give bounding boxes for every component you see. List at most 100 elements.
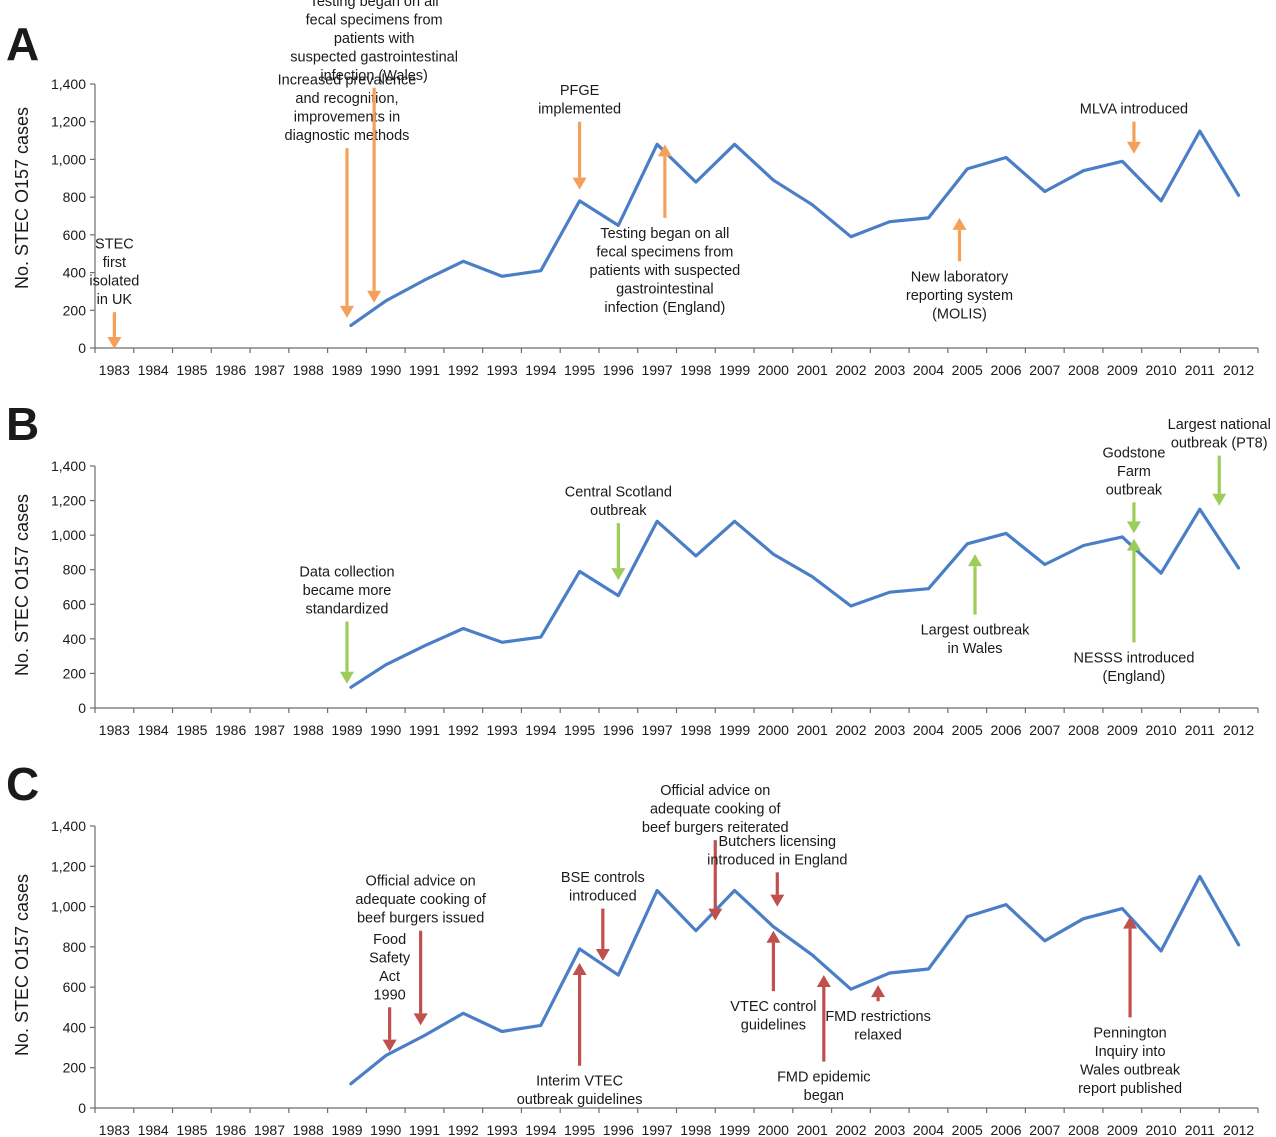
annotation-text: FMD epidemic began [777,1070,870,1105]
annotation-text-line: relaxed [854,1028,902,1044]
panel-c-letter: C [6,758,39,810]
annotation-text-line: NESSS introduced [1073,650,1194,666]
annotation-text-line: in UK [97,292,133,308]
panel-c-annotation: Pennington Inquiry into Wales outbreak repo… [1078,916,1182,1097]
x-tick-label: 2006 [990,1122,1021,1137]
x-tick-label: 2007 [1029,1122,1060,1137]
annotation-text-line: (MOLIS) [932,306,987,322]
x-tick-label: 2004 [913,1122,944,1137]
annotation-text-line: outbreak guidelines [517,1092,643,1108]
x-tick-label: 2002 [835,722,866,738]
x-tick-label: 1983 [99,362,130,378]
panel-a-annotations: STEC first isolated in UK Increased prevalen… [89,0,1188,349]
x-tick-label: 2000 [758,362,789,378]
y-tick-label: 400 [63,1019,87,1035]
annotation-text-line: 1990 [373,987,405,1003]
x-tick-label: 2005 [952,722,983,738]
annotation-text-line: PFGE [560,83,600,99]
x-tick-label: 2003 [874,722,905,738]
y-tick-label: 1,200 [51,114,86,130]
annotation-text-line: implemented [538,102,621,118]
panel-c-annotation: Food Safety Act 1990 [369,932,411,1052]
x-tick-label: 2010 [1146,362,1177,378]
y-tick-label: 1,400 [51,818,86,834]
annotation-text-line: in Wales [947,641,1002,657]
annotation-text-line: outbreak [590,503,647,519]
annotation-arrow-head [382,1039,397,1052]
x-tick-label: 2011 [1185,722,1215,738]
panel-b-y-axis: 0 200 400 600 800 1,000 1,200 1,400 [51,458,96,716]
annotation-arrow-head [572,177,587,190]
x-tick-label: 2000 [758,722,789,738]
x-tick-label: 2003 [874,1122,905,1137]
panel-b-y-axis-label: No. STEC O157 cases [12,494,32,676]
annotation-text-line: report published [1078,1081,1182,1097]
x-tick-label: 1994 [525,1122,556,1137]
x-tick-label: 1997 [642,362,673,378]
annotation-arrow-head [871,985,886,998]
annotation-text-line: Largest national [1168,417,1271,433]
annotation-text: Testing began on all fecal specimens from… [590,226,741,316]
panel-a-series [349,129,1241,327]
x-tick-label: 2004 [913,722,944,738]
x-tick-label: 2010 [1146,722,1177,738]
annotation-arrow-head [708,908,723,921]
annotation-arrow-head [770,894,785,907]
x-tick-label: 1998 [680,362,711,378]
annotation-text-line: suspected gastrointestinal [290,49,458,65]
panel-c-series-line [349,874,1241,1086]
x-tick-label: 1996 [603,1122,634,1137]
annotation-text-line: FMD epidemic [777,1070,870,1086]
x-tick-label: 2009 [1107,722,1138,738]
y-tick-label: 600 [63,227,87,243]
annotation-text-line: guidelines [741,1018,806,1034]
panel-a-y-axis-label: No. STEC O157 cases [12,107,32,289]
panel-c-annotation: Official advice on adequate cooking of bee… [642,783,789,921]
annotation-text: MLVA introduced [1080,102,1188,118]
annotation-text-line: infection (England) [604,300,725,316]
panel-a-annotation: Testing began on all fecal specimens from… [290,0,458,303]
x-tick-label: 1995 [564,362,595,378]
annotation-text-line: gastrointestinal [616,281,714,297]
annotation-text-line: Interim VTEC [536,1074,623,1090]
x-tick-label: 1987 [254,722,285,738]
y-tick-label: 200 [63,1060,87,1076]
annotation-text-line: reporting system [906,288,1013,304]
annotation-text-line: diagnostic methods [285,128,410,144]
x-tick-label: 1983 [99,722,130,738]
panel-a-letter: A [6,18,39,70]
annotation-arrow-head [1126,141,1141,154]
x-tick-label: 2000 [758,1122,789,1137]
x-tick-label: 1992 [448,362,479,378]
x-tick-label: 1995 [564,722,595,738]
y-tick-label: 800 [63,562,87,578]
x-tick-label: 1998 [680,1122,711,1137]
x-tick-label: 2006 [990,362,1021,378]
annotation-arrow-head [107,336,122,349]
annotation-text-line: Central Scotland [565,485,672,501]
annotation-text-line: began [804,1088,844,1104]
annotation-arrow-head [766,930,781,943]
x-tick-label: 2008 [1068,1122,1099,1137]
panel-a-series-line [349,129,1241,327]
annotation-text-line: adequate cooking of [650,802,782,818]
annotation-text: Official advice on adequate cooking of bee… [642,783,789,836]
y-tick-label: 800 [63,189,87,205]
panel-c-x-axis: 1983 1984 1985 1986 1987 1988 1989 1990 1991 1992… [94,1107,1259,1137]
annotation-text: Pennington Inquiry into Wales outbreak repo… [1078,1025,1182,1097]
panel-b-series-line [349,507,1241,689]
panel-b: B No. STEC O157 cases 0 200 400 600 800 1,000… [6,398,1271,738]
annotation-text-line: FMD restrictions [825,1009,931,1025]
annotation-text: Data collection became more standardized [299,565,394,618]
y-tick-label: 200 [63,302,87,318]
annotation-text-line: isolated [89,274,139,290]
x-tick-label: 1987 [254,1122,285,1137]
x-tick-label: 1993 [486,362,517,378]
panel-b-x-axis: 1983 1984 1985 1986 1987 1988 1989 1990 1991 1992… [94,707,1259,738]
x-tick-label: 2002 [835,1122,866,1137]
x-tick-label: 1997 [642,1122,673,1137]
x-tick-label: 1986 [215,362,246,378]
annotation-arrow-head [1126,521,1141,534]
x-tick-label: 1989 [331,722,362,738]
panel-a-y-axis: 0 200 400 600 800 1,000 1,200 1,400 [51,76,96,356]
